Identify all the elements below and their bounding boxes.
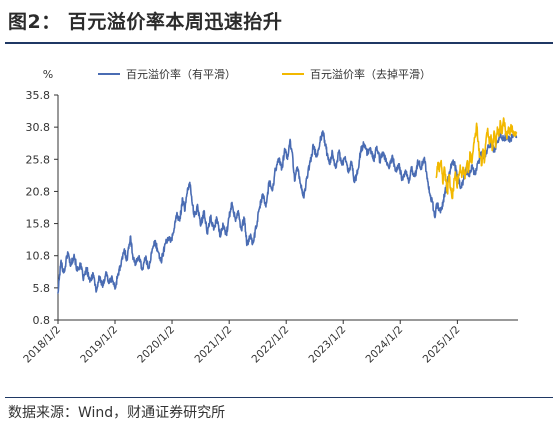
legend-label: 百元溢价率（有平滑） <box>126 67 236 81</box>
series-line-smoothed <box>57 130 518 294</box>
y-tick-label: 5.8 <box>33 282 51 295</box>
y-ticks: 0.8 5.8 10.8 15.8 20.8 25.8 30.8 35.8 <box>26 89 58 327</box>
y-tick-label: 30.8 <box>26 121 51 134</box>
x-tick-label: 2020/1/2 <box>135 324 177 366</box>
title-divider <box>5 42 553 44</box>
footer-divider <box>5 397 553 398</box>
x-tick-label: 2018/1/2 <box>21 324 63 366</box>
x-tick-label: 2025/1/2 <box>421 324 463 366</box>
y-tick-label: 20.8 <box>26 185 51 198</box>
x-tick-label: 2019/1/2 <box>78 324 120 366</box>
y-tick-label: 10.8 <box>26 250 51 263</box>
x-tick-label: 2024/1/2 <box>364 324 406 366</box>
x-tick-label: 2023/1/2 <box>306 324 348 366</box>
chart-title: 图2： 百元溢价率本周迅速抬升 <box>8 11 283 33</box>
source-note: 数据来源：Wind，财通证券研究所 <box>8 405 226 421</box>
legend: 百元溢价率（有平滑） 百元溢价率（去掉平滑） <box>98 67 431 81</box>
series-layer <box>57 117 518 294</box>
y-axis-unit-label: % <box>43 68 53 81</box>
y-tick-label: 35.8 <box>26 89 51 102</box>
y-tick-label: 15.8 <box>26 218 51 231</box>
legend-label: 百元溢价率（去掉平滑） <box>310 67 431 81</box>
chart: % 百元溢价率（有平滑） 百元溢价率（去掉平滑） 0.8 5.8 10.8 15.8 20… <box>21 67 518 366</box>
x-tick-label: 2022/1/2 <box>249 324 291 366</box>
series-line-unsmoothed <box>435 117 518 200</box>
y-tick-label: 25.8 <box>26 153 51 166</box>
x-tick-label: 2021/1/2 <box>192 324 234 366</box>
y-tick-label: 0.8 <box>33 314 51 327</box>
x-ticks: 2018/1/2 2019/1/2 2020/1/2 2021/1/2 2022/1/2… <box>21 320 463 366</box>
